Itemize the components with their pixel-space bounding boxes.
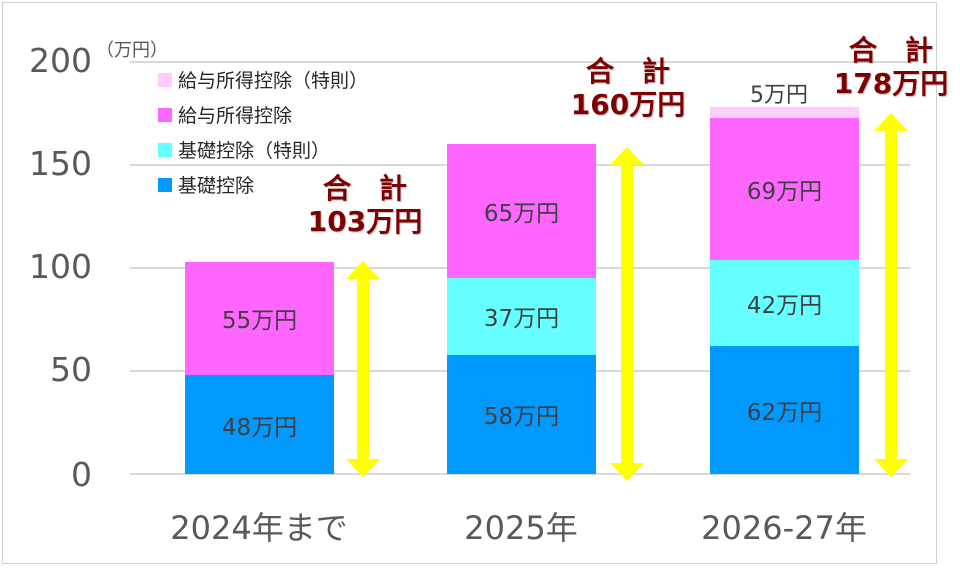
total-heading: 合 計 [848, 34, 933, 67]
total-value: 103万円 [307, 205, 423, 239]
ytick-150: 150 [29, 144, 92, 183]
gridline-200 [130, 61, 910, 63]
bar-segment: 55万円 [185, 261, 334, 376]
legend-swatch [158, 142, 172, 157]
legend-swatch [158, 72, 172, 87]
bar-segment [710, 107, 859, 118]
ytick-0: 0 [71, 455, 92, 494]
legend-swatch [158, 107, 172, 122]
legend-item-kiso: 基礎控除 [158, 167, 368, 202]
xlabel-2024: 2024年まで [170, 509, 348, 547]
total-value: 178万円 [833, 67, 949, 101]
bar-segment: 42万円 [710, 259, 859, 347]
bar-segment: 62万円 [710, 346, 859, 474]
total-heading: 合 計 [322, 172, 407, 205]
legend-item-kyuyo: 給与所得控除 [158, 97, 368, 132]
legend-label: 給与所得控除（特則） [178, 70, 369, 92]
double-arrow-icon [610, 147, 644, 481]
legend-label: 基礎控除（特則） [178, 140, 331, 162]
legend-label: 基礎控除 [178, 175, 255, 197]
total-label-2026-27: 合 計 178万円 [816, 34, 960, 100]
total-label-2025: 合 計 160万円 [553, 55, 703, 121]
ytick-200: 200 [29, 41, 92, 80]
legend-swatch [158, 177, 172, 192]
bar-segment: 37万円 [447, 278, 596, 355]
gridline-0 [130, 473, 910, 475]
bar-segment: 58万円 [447, 354, 596, 474]
double-arrow-icon [874, 113, 908, 477]
bar-segment: 48万円 [185, 375, 334, 474]
segment-label-kyuyo-tokusoku-2026: 5万円 [750, 83, 808, 108]
legend-item-kiso-tokusoku: 基礎控除（特則） [158, 132, 368, 167]
bar-segment: 65万円 [447, 144, 596, 279]
total-value: 160万円 [570, 88, 686, 122]
bar-segment: 69万円 [710, 117, 859, 260]
legend-item-kyuyo-tokusoku: 給与所得控除（特則） [158, 62, 368, 97]
total-heading: 合 計 [585, 55, 670, 88]
legend-label: 給与所得控除 [178, 105, 293, 127]
legend: 給与所得控除（特則） 給与所得控除 基礎控除（特則） 基礎控除 [158, 62, 368, 202]
xlabel-2026-27: 2026-27年 [701, 509, 867, 547]
total-label-2024: 合 計 103万円 [290, 172, 440, 238]
y-axis-unit: （万円） [96, 40, 168, 61]
double-arrow-icon [346, 261, 380, 477]
ytick-100: 100 [29, 247, 92, 286]
xlabel-2025: 2025年 [464, 509, 578, 547]
ytick-50: 50 [50, 350, 92, 389]
